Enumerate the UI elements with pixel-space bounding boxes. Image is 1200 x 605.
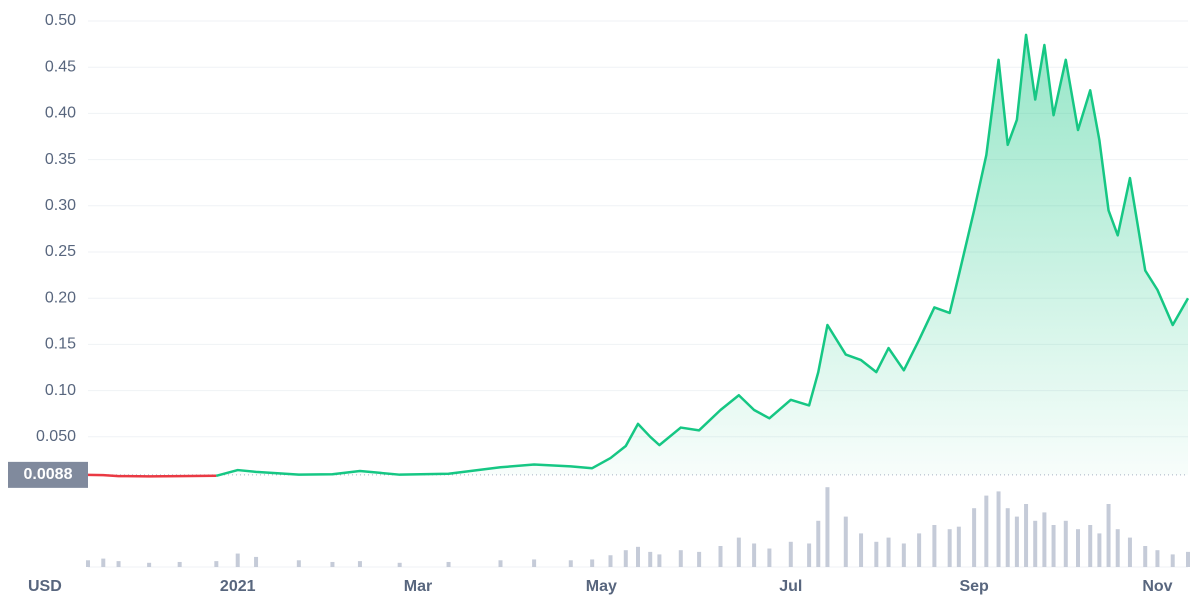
volume-bar [214,561,219,567]
volume-bar [330,561,335,567]
volume-bar [1076,529,1080,567]
volume-bar [788,541,793,567]
volume-bar [1115,529,1120,567]
volume-bar [1024,504,1029,567]
volume-bar [1033,520,1038,567]
volume-bar [1186,551,1190,567]
y-tick-label: 0.050 [36,428,76,445]
y-tick-label: 0.40 [45,105,76,122]
y-tick-label: 0.10 [45,382,76,399]
volume-bar [807,543,812,567]
base-label-box [8,461,88,488]
volume-bar [177,561,182,567]
volume-bar [1051,525,1056,567]
volume-bar [116,561,121,567]
volume-bar [636,546,640,567]
volume-bar [397,562,402,567]
y-tick-label: 0.50 [45,12,76,29]
volume-bar [678,550,683,567]
volume-bar [767,548,772,567]
x-tick-label: Sep [959,578,989,595]
volume-bar [932,525,937,567]
x-tick-label: Mar [404,578,432,595]
volume-bar [235,553,240,567]
y-tick-label: 0.45 [45,58,76,75]
volume-bar [357,561,362,567]
volume-bar [843,516,848,567]
volume-bar [1127,537,1132,567]
volume-bar [568,560,573,567]
volume-bar [874,541,879,567]
volume-bar [1088,525,1093,567]
volume-bar [1063,520,1068,567]
volume-bar [446,561,451,567]
volume-bar [623,550,628,567]
volume-bar [1106,504,1111,567]
volume-bar [1042,512,1047,567]
y-tick-label: 0.20 [45,289,76,306]
volume-bar [816,520,821,567]
volume-bar [972,508,977,567]
volume-bar [1005,508,1010,567]
volume-bar [752,543,757,567]
volume-bar [147,562,152,567]
volume-bar [86,560,90,567]
volume-bar [498,560,503,567]
y-tick-label: 0.15 [45,336,76,353]
currency-label: USD [28,578,62,595]
volume-bar [1097,533,1102,567]
volume-bar [608,555,613,567]
y-tick-label: 0.30 [45,197,76,214]
volume-bar [825,487,830,567]
volume-bar [101,558,106,567]
price-line [87,473,217,478]
volume-bar [947,529,952,567]
volume-bar [1170,554,1175,567]
volume-bar [956,526,961,567]
volume-bar [590,559,595,567]
price-area [88,34,1188,477]
volume-bar [1155,550,1160,567]
volume-bar [984,495,989,567]
volume-bar [718,546,723,567]
volume-bar [996,491,1001,567]
volume-bar [901,543,906,567]
y-tick-label: 0.35 [45,151,76,168]
x-tick-label: Jul [779,578,802,595]
volume-bar [917,533,922,567]
volume-bar [859,533,864,567]
volume-bar [254,556,259,567]
volume-bar [648,551,653,567]
volume-bar [886,537,891,567]
volume-bar [657,554,662,567]
volume-bar [532,559,537,567]
volume-bar [736,537,741,567]
volume-bar [296,560,301,567]
volume-bar [1014,516,1019,567]
volume-bar [1143,546,1148,567]
price-line [216,33,1190,478]
x-tick-label: Nov [1142,578,1172,595]
x-tick-label: May [586,578,617,595]
y-tick-label: 0.25 [45,243,76,260]
volume-bar [697,551,702,567]
base-label: 0.0088 [24,466,73,483]
x-tick-label: 2021 [220,578,256,595]
